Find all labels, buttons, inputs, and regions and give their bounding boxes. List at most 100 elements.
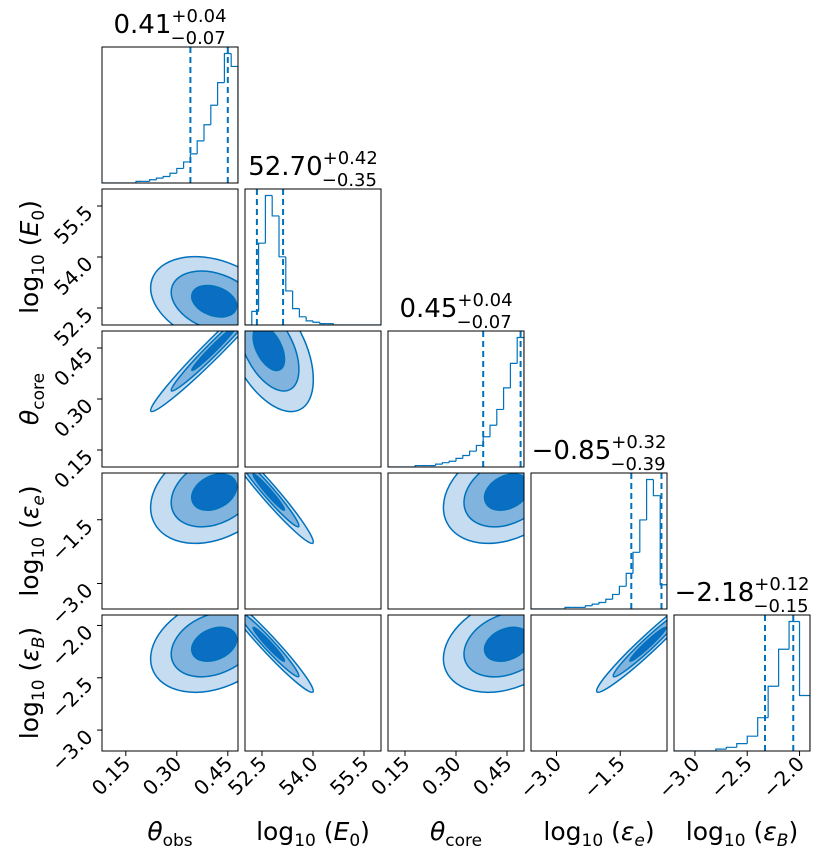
label-part: log: [543, 817, 581, 846]
contours: [442, 615, 524, 694]
title-lower: −0.07: [457, 312, 512, 333]
y-axis-label: θcore: [15, 373, 49, 425]
title-upper: +0.12: [754, 574, 809, 595]
hist-step: [298, 308, 307, 318]
contour: [191, 473, 238, 511]
hist-step: [312, 320, 320, 323]
contours: [149, 331, 238, 413]
histogram: [531, 478, 667, 609]
hist-step: [448, 460, 456, 463]
panel-frame: [387, 472, 525, 610]
label-part: log: [686, 817, 724, 846]
title-lower: −0.15: [753, 596, 808, 617]
panel-title: 0.41+0.04 −0.07: [113, 6, 226, 49]
hist-step: [189, 153, 198, 162]
hist-step: [584, 605, 593, 608]
label-part: core: [29, 373, 49, 410]
x-tick-label: −2.5: [705, 752, 756, 803]
contour: [252, 331, 286, 372]
x-tick-label: 0.15: [87, 752, 135, 800]
hist-step: [757, 717, 769, 737]
contours: [149, 473, 238, 545]
hist-step: [217, 82, 225, 106]
y-tick-label: −3.0: [46, 578, 97, 629]
x-axis-label: log10 (εB): [686, 817, 798, 851]
label-part: ε: [15, 648, 44, 662]
y-tick-label: −2.0: [46, 620, 97, 671]
label-part: (: [603, 817, 621, 846]
hist-step: [489, 424, 497, 437]
panel-title: 52.70+0.42 −0.35: [248, 148, 378, 191]
x-axis-label: log10 (E0): [256, 817, 370, 851]
hist-step: [319, 322, 327, 325]
histogram: [674, 620, 810, 751]
panel-title: −0.85+0.32 −0.39: [532, 432, 667, 475]
hist-step: [503, 387, 511, 410]
hist-step: [598, 601, 606, 605]
hist-step: [149, 179, 157, 182]
hist-step: [230, 53, 238, 183]
label-part: 10: [582, 831, 604, 851]
contour: [191, 284, 238, 318]
hist-step: [736, 742, 748, 748]
x-tick-label: −3.0: [515, 752, 566, 803]
contours: [595, 615, 667, 694]
panel-frame: [101, 614, 239, 752]
label-part: 10: [294, 831, 316, 851]
label-part: E: [334, 817, 350, 846]
contours: [245, 331, 315, 413]
title-lower: −0.39: [610, 454, 665, 475]
title-median: −0.85: [532, 436, 612, 466]
hist-step: [618, 585, 627, 595]
hist-step: [725, 746, 737, 750]
label-part: log: [15, 558, 44, 596]
hist-step: [516, 336, 524, 467]
x-tick-label: −1.5: [578, 752, 629, 803]
contours: [149, 255, 238, 325]
histogram: [102, 52, 238, 183]
x-axis-label: θobs: [147, 817, 192, 851]
contours: [245, 615, 315, 694]
contour: [483, 626, 524, 662]
label-part: θ: [430, 817, 445, 846]
contour: [191, 626, 238, 662]
x-tick-label: 54.0: [274, 752, 322, 800]
x-tick-label: −2.0: [758, 752, 809, 803]
hist-step: [278, 215, 286, 258]
hist-step: [332, 323, 341, 325]
hist-step: [591, 603, 599, 606]
label-part: ): [360, 817, 370, 846]
label-part: log: [256, 817, 294, 846]
y-tick-label: 0.30: [49, 394, 97, 442]
label-part: 10: [29, 537, 49, 559]
hist-step: [196, 140, 204, 154]
panel-frame: [530, 472, 668, 610]
x-tick-label: −3.0: [653, 752, 704, 803]
contours: [442, 473, 524, 545]
hist-step: [746, 735, 758, 744]
label-part: (: [15, 236, 44, 254]
title-upper: +0.42: [323, 148, 378, 169]
title-upper: +0.04: [171, 6, 226, 27]
title-median: 52.70: [248, 152, 322, 182]
label-part: B: [29, 637, 49, 649]
hist-step: [564, 606, 572, 609]
label-part: ): [15, 200, 44, 210]
panel-frame: [101, 472, 239, 610]
hist-step: [162, 175, 170, 179]
label-part: (: [15, 662, 44, 680]
hist-step: [778, 648, 790, 687]
hist-step: [646, 478, 654, 520]
label-part: ε: [15, 506, 44, 520]
panel-frame: [244, 472, 382, 610]
y-tick-label: 52.5: [49, 303, 97, 351]
histogram: [245, 194, 381, 325]
hist-step: [223, 52, 232, 83]
label-part: E: [15, 220, 44, 236]
y-axis-label: log10 (E0): [15, 200, 49, 314]
hist-step: [135, 180, 143, 183]
label-part: 10: [29, 679, 49, 701]
label-part: obs: [163, 831, 193, 851]
label-part: θ: [147, 817, 162, 846]
label-part: (: [15, 519, 44, 537]
